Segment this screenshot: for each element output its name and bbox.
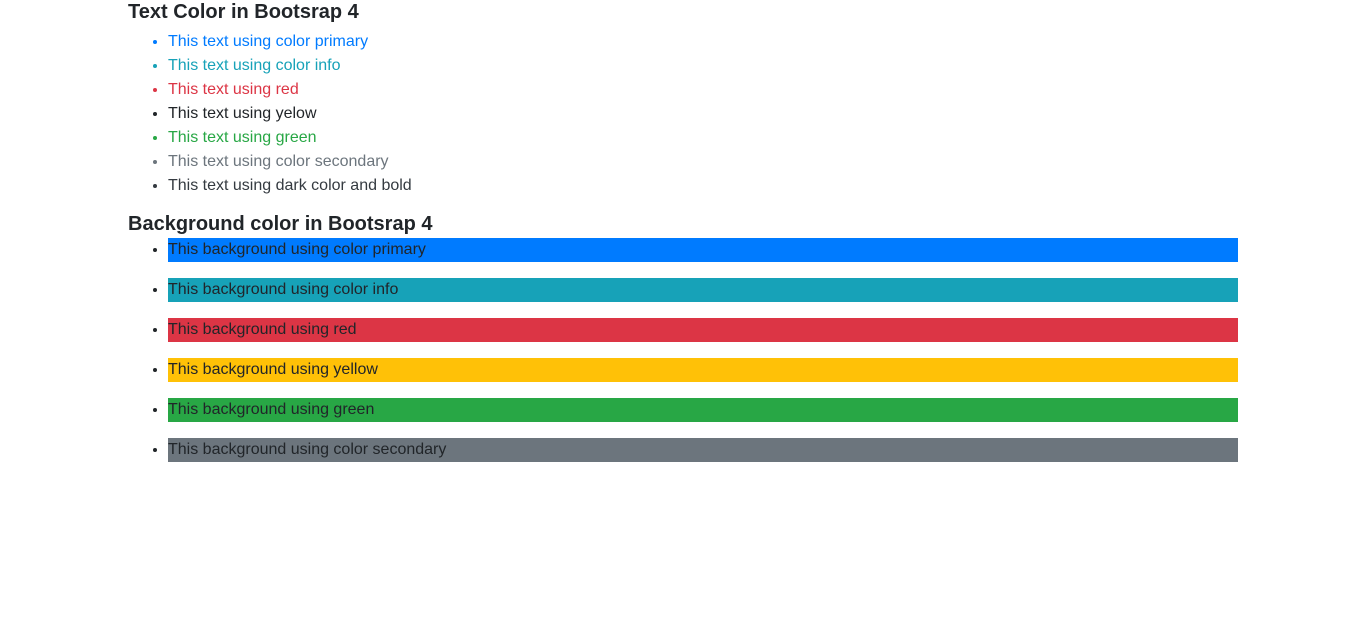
text-color-list: This text using color primary This text … [128,30,1238,198]
text-item-label: This text using yelow [168,105,317,122]
bg-item-secondary: This background using color secondary [168,438,1238,462]
text-item-dark: This text using dark color and bold [168,174,1238,198]
text-item-label: This text using color info [168,57,341,74]
text-item-label: This text using dark color and bold [168,177,412,194]
bg-bar-label: This background using color primary [168,238,1238,262]
text-color-heading: Text Color in Bootsrap 4 [128,1,359,23]
bg-item-green: This background using green [168,398,1238,422]
text-item-red: This text using red [168,78,1238,102]
background-color-heading: Background color in Bootsrap 4 [128,213,433,235]
background-color-list: This background using color primary This… [128,238,1238,462]
bg-item-primary: This background using color primary [168,238,1238,262]
text-item-primary: This text using color primary [168,30,1238,54]
bg-item-yellow: This background using yellow [168,358,1238,382]
bg-bar-label: This background using red [168,318,1238,342]
text-item-label: This text using color primary [168,33,369,50]
text-item-label: This text using green [168,129,317,146]
bg-bar-label: This background using yellow [168,358,1238,382]
bg-item-red: This background using red [168,318,1238,342]
text-item-label: This text using red [168,81,299,98]
text-item-label: This text using color secondary [168,153,389,170]
text-item-secondary: This text using color secondary [168,150,1238,174]
page-container: Text Color in Bootsrap 4 This text using… [128,0,1238,478]
text-item-green: This text using green [168,126,1238,150]
bg-item-info: This background using color info [168,278,1238,302]
bg-bar-label: This background using color info [168,278,1238,302]
text-item-yellow: This text using yelow [168,102,1238,126]
bg-bar-label: This background using color secondary [168,438,1238,462]
text-item-info: This text using color info [168,54,1238,78]
bg-bar-label: This background using green [168,398,1238,422]
